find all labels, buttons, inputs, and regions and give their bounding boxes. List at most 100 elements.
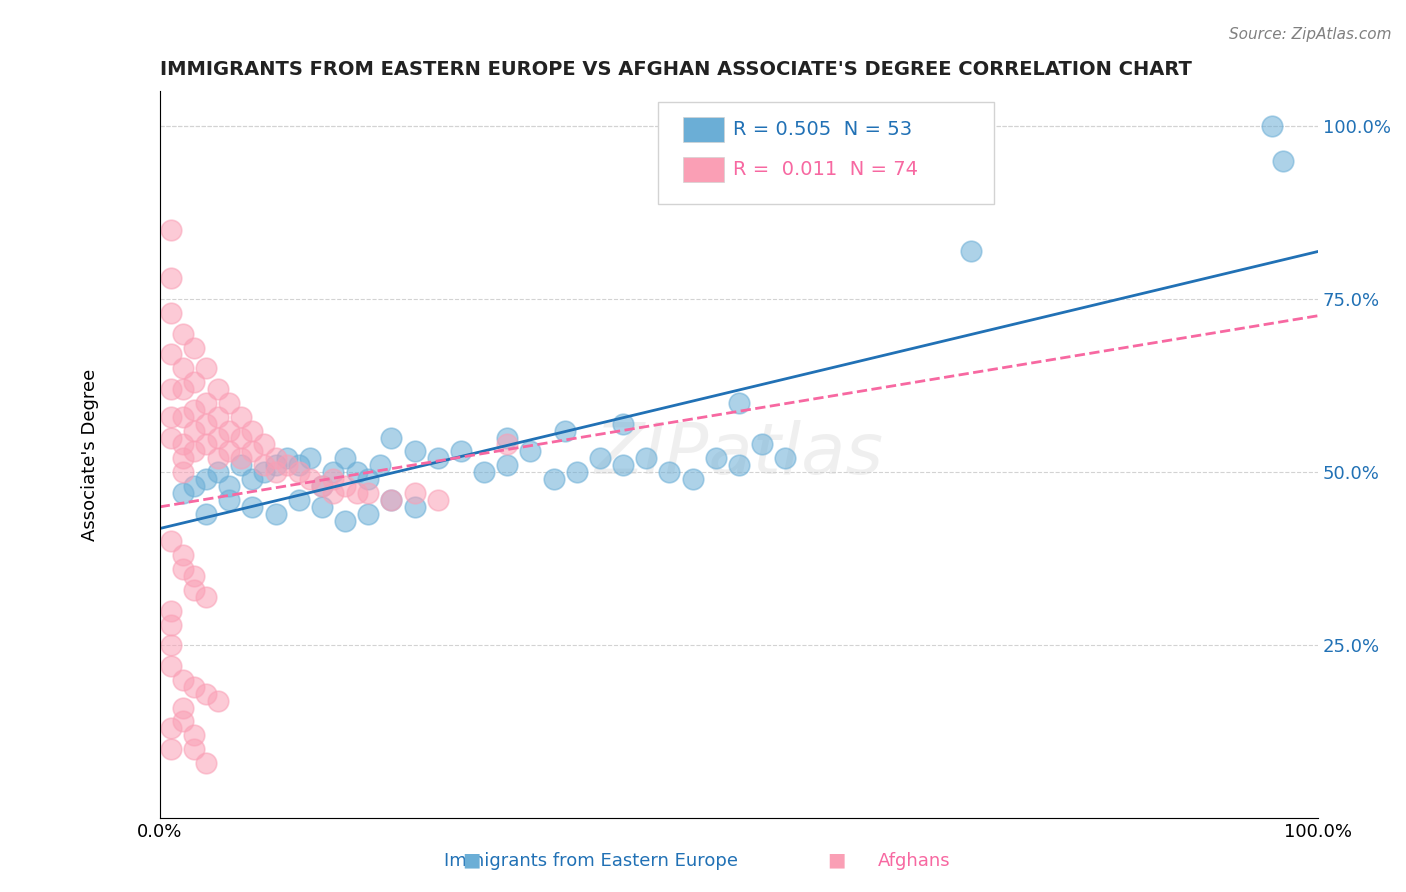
Point [195, 687, 218, 701]
Point [240, 444, 263, 458]
Point [172, 451, 194, 466]
Point [172, 437, 194, 451]
Point [287, 465, 309, 479]
Point [172, 700, 194, 714]
Point [160, 271, 183, 285]
Text: IMMIGRANTS FROM EASTERN EUROPE VS AFGHAN ASSOCIATE'S DEGREE CORRELATION CHART: IMMIGRANTS FROM EASTERN EUROPE VS AFGHAN… [160, 60, 1191, 78]
Point [519, 444, 541, 458]
Point [229, 409, 252, 424]
Point [472, 465, 495, 479]
Point [207, 694, 229, 708]
Point [240, 472, 263, 486]
Point [183, 582, 205, 597]
Point [218, 424, 240, 438]
Point [253, 465, 276, 479]
Point [160, 617, 183, 632]
Point [287, 458, 309, 473]
Point [287, 492, 309, 507]
Point [218, 492, 240, 507]
Point [322, 472, 344, 486]
Point [160, 409, 183, 424]
Point [333, 514, 356, 528]
Point [195, 361, 218, 376]
Point [207, 409, 229, 424]
Point [773, 451, 796, 466]
Point [160, 431, 183, 445]
Point [172, 549, 194, 563]
Point [160, 223, 183, 237]
Point [195, 756, 218, 770]
Bar [683, 157, 724, 182]
Point [160, 659, 183, 673]
Point [172, 673, 194, 687]
Point [172, 486, 194, 500]
Point [218, 479, 240, 493]
Point [195, 472, 218, 486]
Point [172, 409, 194, 424]
FancyBboxPatch shape [658, 103, 994, 204]
Point [565, 465, 588, 479]
Point [172, 714, 194, 729]
Point [264, 507, 287, 521]
Point [311, 500, 333, 514]
Point [357, 472, 380, 486]
Point [160, 742, 183, 756]
Point [218, 444, 240, 458]
Text: R =  0.011  N = 74: R = 0.011 N = 74 [733, 160, 918, 178]
Point [207, 431, 229, 445]
Point [357, 486, 380, 500]
Point [299, 472, 322, 486]
Point [380, 492, 402, 507]
Point [682, 472, 704, 486]
Point [264, 458, 287, 473]
Point [160, 306, 183, 320]
Point [183, 479, 205, 493]
Text: ■: ■ [461, 851, 481, 870]
Point [322, 486, 344, 500]
Point [380, 431, 402, 445]
Text: ZIPatlas: ZIPatlas [595, 420, 883, 490]
Point [589, 451, 612, 466]
Point [264, 451, 287, 466]
Point [368, 458, 391, 473]
Point [183, 341, 205, 355]
Point [496, 431, 519, 445]
Point [357, 507, 380, 521]
Point [426, 451, 449, 466]
Point [959, 244, 981, 258]
Point [299, 451, 322, 466]
Point [1272, 153, 1295, 168]
Point [311, 479, 333, 493]
Point [346, 486, 368, 500]
Text: Associate's Degree: Associate's Degree [82, 368, 100, 541]
Point [160, 604, 183, 618]
Point [612, 417, 634, 431]
Point [426, 492, 449, 507]
Point [496, 458, 519, 473]
Point [207, 451, 229, 466]
Point [160, 638, 183, 652]
Point [183, 728, 205, 742]
Point [207, 382, 229, 396]
Point [240, 424, 263, 438]
Point [276, 451, 298, 466]
Point [450, 444, 472, 458]
Point [333, 479, 356, 493]
Point [207, 465, 229, 479]
Point [229, 451, 252, 466]
Point [264, 465, 287, 479]
Point [183, 444, 205, 458]
Point [160, 722, 183, 736]
Point [751, 437, 773, 451]
Point [172, 562, 194, 576]
Point [172, 361, 194, 376]
Text: Afghans: Afghans [877, 852, 950, 870]
Point [1261, 119, 1284, 133]
Point [195, 437, 218, 451]
Point [404, 486, 426, 500]
Point [195, 396, 218, 410]
Point [240, 500, 263, 514]
Point [229, 458, 252, 473]
Point [728, 458, 751, 473]
Point [195, 590, 218, 604]
